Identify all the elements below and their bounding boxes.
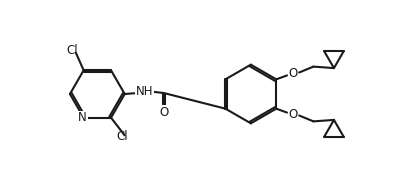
Text: O: O	[159, 106, 168, 119]
Text: NH: NH	[136, 85, 153, 98]
Text: N: N	[78, 111, 87, 124]
Text: Cl: Cl	[116, 130, 128, 143]
Text: O: O	[288, 67, 298, 80]
Text: Cl: Cl	[66, 44, 78, 57]
Text: O: O	[288, 108, 298, 121]
